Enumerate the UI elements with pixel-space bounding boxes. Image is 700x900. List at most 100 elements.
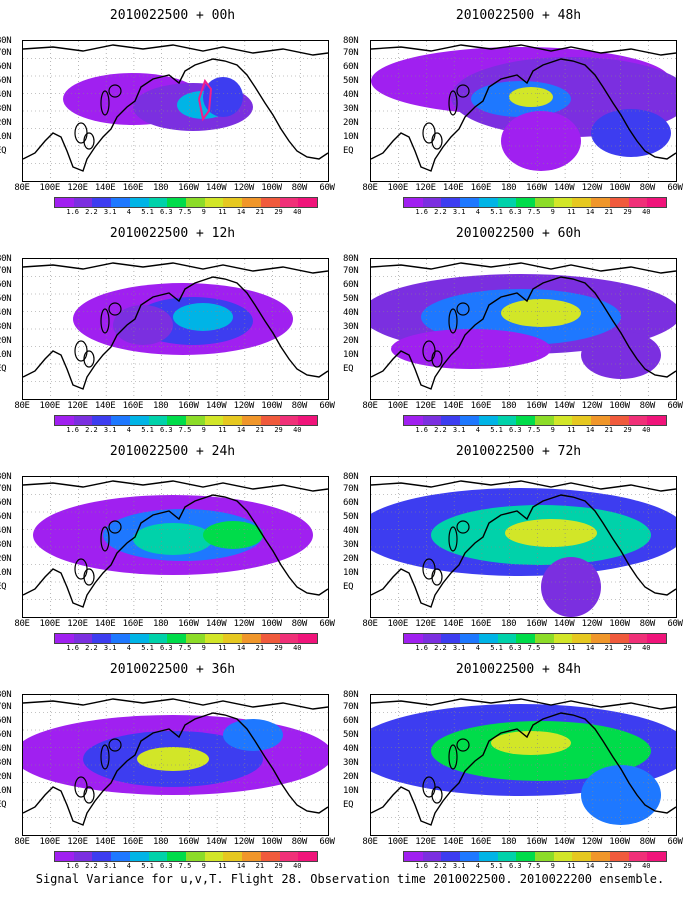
- colorbar-label: 3.1: [103, 644, 117, 652]
- lat-label: EQ: [0, 800, 7, 810]
- map-canvas: [371, 477, 676, 617]
- colorbar-label: 14: [236, 862, 246, 870]
- colorbar-label: 21: [255, 426, 265, 434]
- colorbar-swatch: [148, 198, 168, 207]
- lon-label: 120W: [581, 837, 603, 847]
- colorbar-label: 4: [475, 426, 480, 434]
- colorbar-swatch: [167, 416, 187, 425]
- map-canvas: [23, 695, 328, 835]
- colorbar-swatch: [260, 198, 280, 207]
- colorbar-swatch: [441, 198, 461, 207]
- lon-label: 140W: [553, 619, 575, 629]
- colorbar: [54, 851, 318, 862]
- coastline: [371, 58, 676, 172]
- colorbar-label: 4: [475, 644, 480, 652]
- island-outline: [456, 738, 470, 752]
- colorbar-label: 3.1: [452, 862, 466, 870]
- colorbar-label: 11: [567, 208, 576, 216]
- colorbar-swatch: [591, 852, 610, 861]
- colorbar-label: 21: [255, 208, 265, 216]
- colorbar-label: 1.6: [66, 208, 80, 216]
- colorbar-label: 7.5: [178, 862, 192, 870]
- colorbar-label: 14: [236, 208, 246, 216]
- island-outline: [448, 526, 458, 552]
- lat-label: 40N: [0, 308, 12, 318]
- lon-label: 120W: [233, 619, 255, 629]
- lon-label: 100W: [261, 183, 282, 193]
- colorbar-label: 1.6: [415, 644, 429, 652]
- lat-label: 70N: [343, 702, 359, 712]
- colorbar-swatch: [73, 634, 93, 643]
- lon-label: 120E: [67, 837, 88, 847]
- lon-label: 160W: [178, 183, 199, 193]
- colorbar-label: 14: [585, 426, 595, 434]
- colorbar-swatch: [609, 634, 629, 643]
- variance-contour: [173, 303, 233, 331]
- lon-label: 140E: [94, 837, 116, 847]
- colorbar-swatch: [516, 634, 536, 643]
- colorbar-swatch: [148, 634, 168, 643]
- colorbar-label: 29: [623, 644, 632, 652]
- panel-title: 2010022500 + 48h: [455, 8, 582, 23]
- lon-label: 80E: [362, 183, 378, 193]
- colorbar-swatch: [242, 634, 261, 643]
- lat-label: EQ: [343, 146, 354, 156]
- colorbar-label: 11: [567, 426, 576, 434]
- lat-label: 70N: [0, 484, 12, 494]
- lon-label: 140E: [442, 619, 464, 629]
- lon-label: 100E: [387, 183, 408, 193]
- colorbar-swatch: [516, 852, 536, 861]
- map-area: [370, 476, 677, 618]
- lat-label: 60N: [0, 498, 12, 508]
- colorbar-label: 29: [274, 862, 283, 870]
- colorbar-swatch: [223, 634, 243, 643]
- lat-label: 60N: [343, 716, 359, 726]
- coastline: [371, 698, 676, 710]
- lon-label: 80E: [362, 619, 378, 629]
- colorbar-swatch: [441, 852, 461, 861]
- lon-label: 80E: [14, 183, 30, 193]
- panel-title: 2010022500 + 72h: [455, 444, 582, 459]
- lat-label: 70N: [0, 702, 12, 712]
- colorbar-label: 21: [255, 644, 265, 652]
- lon-label: 60W: [667, 837, 683, 847]
- colorbar-label: 6.3: [159, 208, 173, 216]
- colorbar: [403, 415, 667, 426]
- lat-label: 30N: [343, 322, 359, 332]
- lat-label: 50N: [0, 294, 12, 304]
- island-outline: [431, 786, 443, 804]
- colorbar-swatch: [553, 198, 573, 207]
- colorbar-swatch: [591, 198, 610, 207]
- colorbar-label: 6.3: [508, 862, 522, 870]
- colorbar-swatch: [129, 198, 149, 207]
- lat-label: EQ: [343, 800, 354, 810]
- lon-label: 120E: [67, 401, 88, 411]
- colorbar-label: 40: [642, 426, 651, 434]
- lat-label: EQ: [343, 364, 354, 374]
- lat-label: 10N: [343, 132, 359, 142]
- variance-contour: [505, 519, 597, 547]
- colorbar-label: 14: [585, 208, 595, 216]
- lon-label: 140W: [553, 401, 575, 411]
- lon-label: 100W: [609, 837, 630, 847]
- colorbar-swatch: [279, 634, 299, 643]
- colorbar-swatch: [497, 852, 517, 861]
- flight-track: [198, 78, 213, 122]
- lon-label: 140W: [205, 401, 227, 411]
- map-canvas: [23, 477, 328, 617]
- map-panel: 2010022500 + 00h 80N 70N 60N 50N 40N 30N 20N 10N…: [0, 0, 345, 216]
- colorbar-label: 4: [475, 208, 480, 216]
- lon-label: 80E: [14, 837, 30, 847]
- lat-label: 60N: [343, 280, 359, 290]
- lat-label: 70N: [343, 48, 359, 58]
- lat-label: 20N: [343, 772, 359, 782]
- lat-label: 80N: [0, 690, 12, 700]
- island-outline: [100, 526, 110, 552]
- colorbar-swatch: [148, 416, 168, 425]
- lat-label: 50N: [343, 730, 359, 740]
- lon-label: 100W: [261, 619, 282, 629]
- lon-label: 180: [500, 837, 517, 847]
- lat-label: 50N: [0, 730, 12, 740]
- map-canvas: [371, 259, 676, 399]
- lon-label: 160W: [526, 619, 547, 629]
